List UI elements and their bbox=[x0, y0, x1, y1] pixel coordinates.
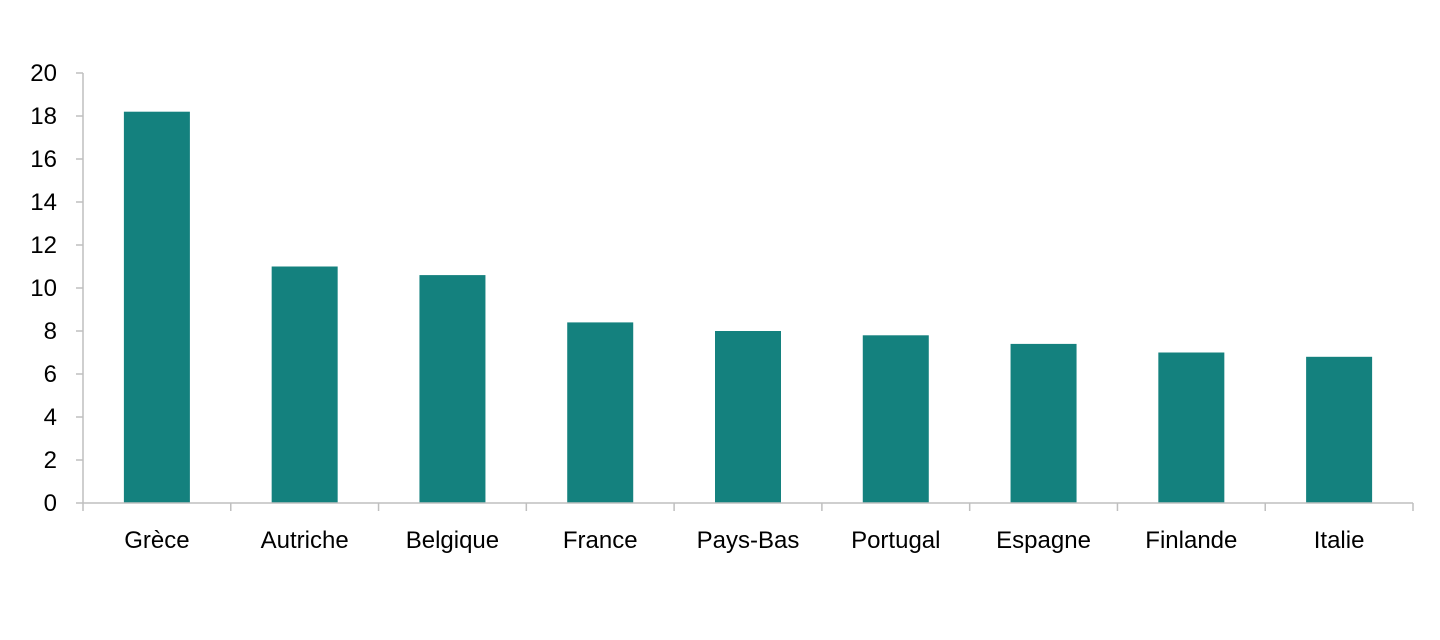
y-tick-label: 16 bbox=[30, 146, 57, 173]
y-tick-label: 8 bbox=[44, 318, 57, 345]
bar-4[interactable] bbox=[715, 331, 781, 503]
x-tick-label: Grèce bbox=[124, 527, 189, 554]
y-tick-label: 20 bbox=[30, 60, 57, 87]
bar-3[interactable] bbox=[567, 322, 634, 503]
x-tick-label: Italie bbox=[1314, 527, 1365, 554]
bar-8[interactable] bbox=[1306, 356, 1373, 503]
y-tick-label: 0 bbox=[44, 490, 57, 517]
bar-1[interactable] bbox=[271, 266, 338, 504]
x-tick-label: Espagne bbox=[996, 527, 1091, 554]
y-tick-label: 12 bbox=[30, 232, 57, 259]
x-tick-label: France bbox=[563, 527, 638, 554]
x-tick-label: Portugal bbox=[851, 527, 940, 554]
y-axis-ticks: 0 2 4 6 8 10 12 14 16 18 20 bbox=[30, 60, 83, 517]
y-tick-label: 2 bbox=[44, 447, 57, 474]
y-tick-label: 10 bbox=[30, 275, 57, 302]
bar-5[interactable] bbox=[862, 335, 929, 503]
x-tick-label: Pays-Bas bbox=[697, 527, 800, 554]
x-axis-ticks: Grèce Autriche Belgique France Pays-Bas Portu… bbox=[82, 503, 1414, 554]
bars bbox=[123, 111, 1373, 504]
bar-0[interactable] bbox=[123, 111, 190, 503]
y-tick-label: 4 bbox=[44, 404, 57, 431]
x-tick-label: Autriche bbox=[261, 527, 349, 554]
x-tick-label: Finlande bbox=[1145, 527, 1237, 554]
y-tick-label: 14 bbox=[30, 189, 57, 216]
bar-6[interactable] bbox=[1010, 343, 1077, 503]
bar-2[interactable] bbox=[419, 275, 486, 503]
y-tick-label: 6 bbox=[44, 361, 57, 388]
bar-7[interactable] bbox=[1158, 352, 1225, 504]
y-tick-label: 18 bbox=[30, 103, 57, 130]
x-tick-label: Belgique bbox=[406, 527, 499, 554]
